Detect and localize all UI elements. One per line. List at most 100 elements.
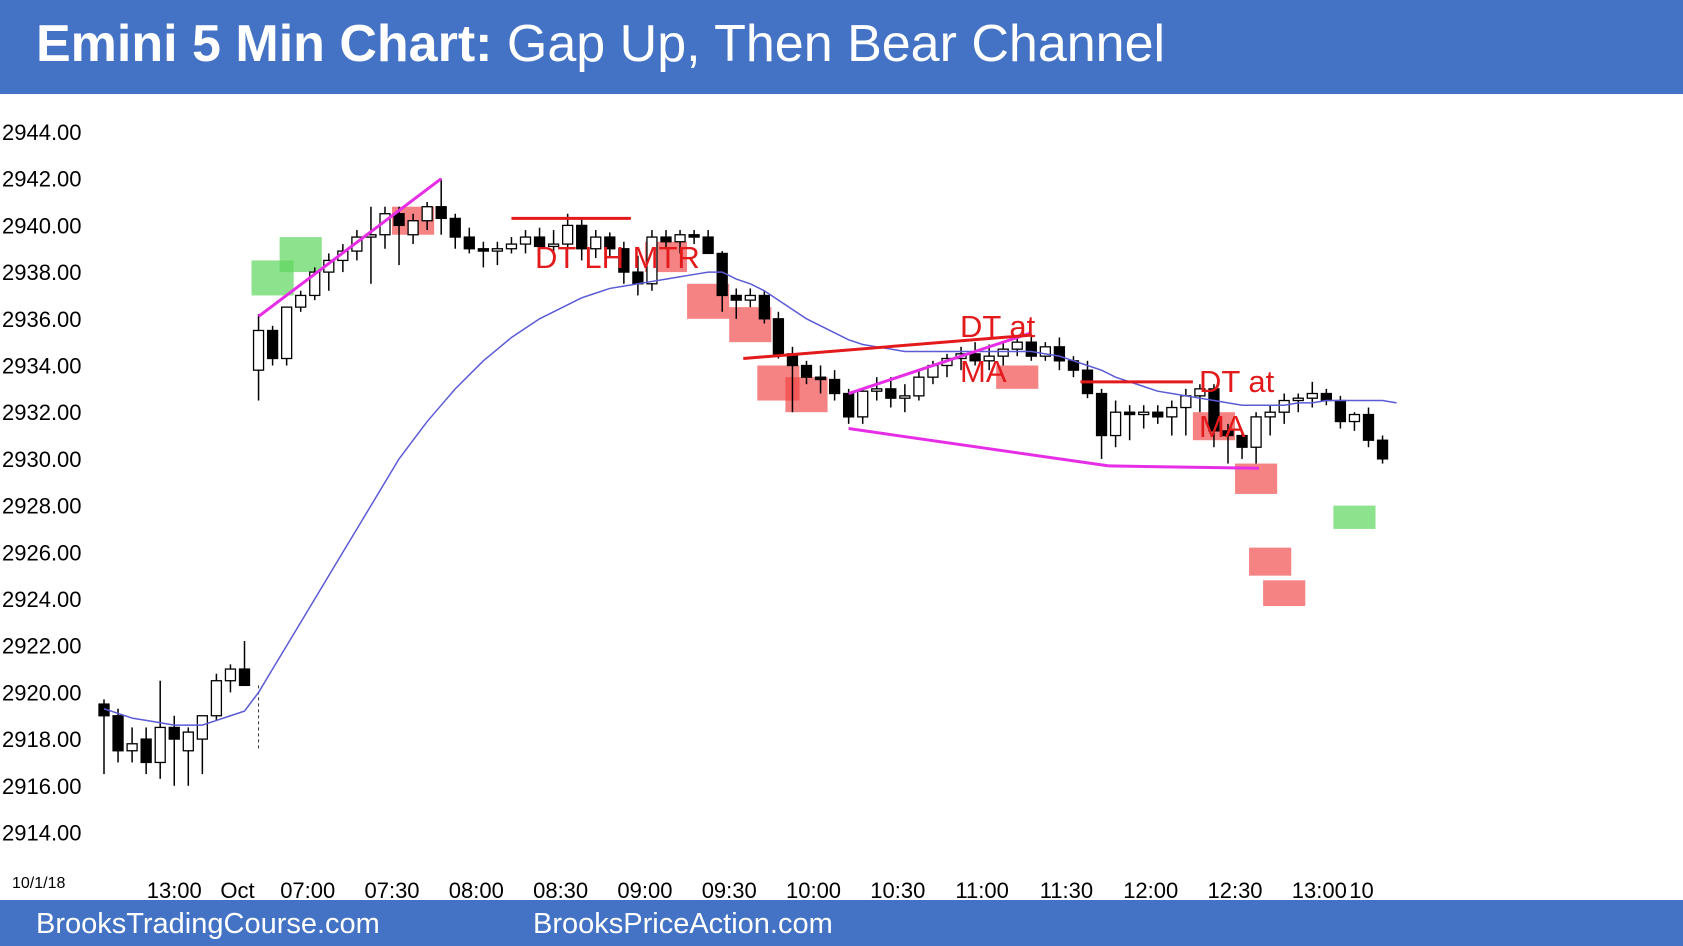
bull-candle <box>983 355 995 362</box>
y-tick-label: 2920.00 <box>2 680 82 705</box>
bear-candle <box>112 715 124 752</box>
y-tick-label: 2924.00 <box>2 587 82 612</box>
x-tick-label: 10:00 <box>786 878 841 900</box>
x-tick-label: 10:30 <box>870 878 925 900</box>
bear-candle <box>1095 392 1108 437</box>
bull-candle <box>224 668 237 682</box>
bear-candle <box>758 294 770 320</box>
bull-candle <box>295 294 307 308</box>
y-tick-label: 2914.00 <box>2 821 82 846</box>
bull-candle <box>1011 341 1023 350</box>
bear-candle <box>843 392 855 418</box>
bull-candle <box>407 220 419 236</box>
y-tick-label: 2940.00 <box>2 213 82 238</box>
bear-candle <box>1025 341 1037 357</box>
bear-candle <box>1376 439 1389 460</box>
magenta-trendline <box>1108 464 1259 470</box>
bear-candle <box>238 668 251 687</box>
bear-candle <box>477 248 490 252</box>
highlight-boxes <box>251 206 1376 607</box>
x-tick-label: 07:00 <box>280 878 335 900</box>
bull-candle <box>1348 413 1361 423</box>
y-axis: 2944.00 2942.00 2940.00 2938.00 2936.00 2934.… <box>2 120 82 846</box>
bull-candle <box>309 271 321 297</box>
footer-banner: BrooksTradingCourse.com BrooksPriceActio… <box>0 900 1683 946</box>
footer-right-link[interactable]: BrooksPriceAction.com <box>533 908 833 940</box>
bull-candle <box>1264 411 1276 418</box>
bear-candle <box>576 224 588 250</box>
x-tick-label: 08:00 <box>449 878 504 900</box>
date-label: 10/1/18 <box>12 875 65 892</box>
bull-candle <box>1180 395 1192 409</box>
bear-highlight-box <box>1249 547 1292 576</box>
chart-title-bold: Emini 5 Min Chart: <box>36 15 493 73</box>
bear-candle <box>969 353 981 362</box>
x-tick-label: 09:30 <box>702 878 757 900</box>
bull-candle <box>126 743 138 752</box>
chart-title: Emini 5 Min Chart: Gap Up, Then Bear Cha… <box>36 14 1165 74</box>
bear-candle <box>1208 388 1220 432</box>
bull-candle <box>154 726 166 764</box>
bear-candle <box>140 738 152 764</box>
bear-candle <box>1236 434 1248 448</box>
bull-candle <box>421 206 433 222</box>
bull-candle <box>182 731 194 752</box>
bull-candle <box>1166 406 1178 418</box>
bull-candle <box>1039 346 1051 357</box>
bull-candle <box>547 243 560 248</box>
y-tick-label: 2916.00 <box>2 774 82 799</box>
y-tick-label: 2938.00 <box>2 260 82 285</box>
bear-candle <box>828 378 841 395</box>
x-tick-label: 12:00 <box>1123 878 1178 900</box>
x-tick-label: 08:30 <box>533 878 588 900</box>
annotation-text: DT LH MTR <box>535 240 700 275</box>
bull-candle <box>1109 411 1122 437</box>
x-tick-label: 09:00 <box>617 878 672 900</box>
bull-candle <box>590 236 602 250</box>
x-tick-label: 12:30 <box>1207 878 1262 900</box>
y-tick-label: 2944.00 <box>2 120 82 145</box>
bear-candle <box>168 726 180 740</box>
bull-candle <box>252 329 265 371</box>
bear-highlight-box <box>1263 580 1306 607</box>
y-tick-label: 2942.00 <box>2 167 82 192</box>
bull-candle <box>857 390 869 418</box>
y-tick-label: 2936.00 <box>2 307 82 332</box>
y-tick-label: 2926.00 <box>2 540 82 565</box>
bear-highlight-box <box>996 365 1039 389</box>
bull-highlight-box <box>279 237 322 273</box>
annotations: DT LH MTR DT at MA DT at MA <box>535 240 1275 444</box>
bear-candle <box>1053 346 1066 362</box>
y-tick-label: 2934.00 <box>2 354 82 379</box>
bull-candle <box>505 243 518 250</box>
bear-candle <box>772 318 785 355</box>
annotation-text: MA <box>960 354 1007 389</box>
annotation-text: MA <box>1199 409 1246 444</box>
y-tick-label: 2928.00 <box>2 494 82 519</box>
bear-candle <box>730 294 742 301</box>
bull-candle <box>646 236 658 285</box>
bull-candle <box>519 236 532 245</box>
x-tick-label: 13:00 <box>1292 878 1347 900</box>
bear-candle <box>604 236 616 250</box>
x-tick-label: Oct <box>220 878 254 900</box>
bear-candle <box>533 236 546 248</box>
bear-candle <box>1334 399 1347 423</box>
bear-candle <box>885 388 897 399</box>
bull-candle <box>1292 397 1304 402</box>
candlesticks <box>98 178 1397 786</box>
magenta-trendline <box>257 177 443 318</box>
footer-left-link[interactable]: BrooksTradingCourse.com <box>36 908 380 940</box>
x-tick-label: 11:00 <box>955 878 1008 900</box>
price-chart: 2944.00 2942.00 2940.00 2938.00 2936.00 2934.… <box>2 120 1397 900</box>
bull-candle <box>1278 399 1290 413</box>
trendlines <box>257 177 1259 470</box>
bear-candle <box>1362 413 1375 441</box>
bull-candle <box>899 395 911 399</box>
bear-candle <box>393 213 405 227</box>
x-tick-label: 07:30 <box>364 878 419 900</box>
bear-candle <box>1222 430 1234 437</box>
bear-candle <box>688 234 700 238</box>
y-tick-label: 2922.00 <box>2 634 82 659</box>
bull-candle <box>913 376 925 397</box>
